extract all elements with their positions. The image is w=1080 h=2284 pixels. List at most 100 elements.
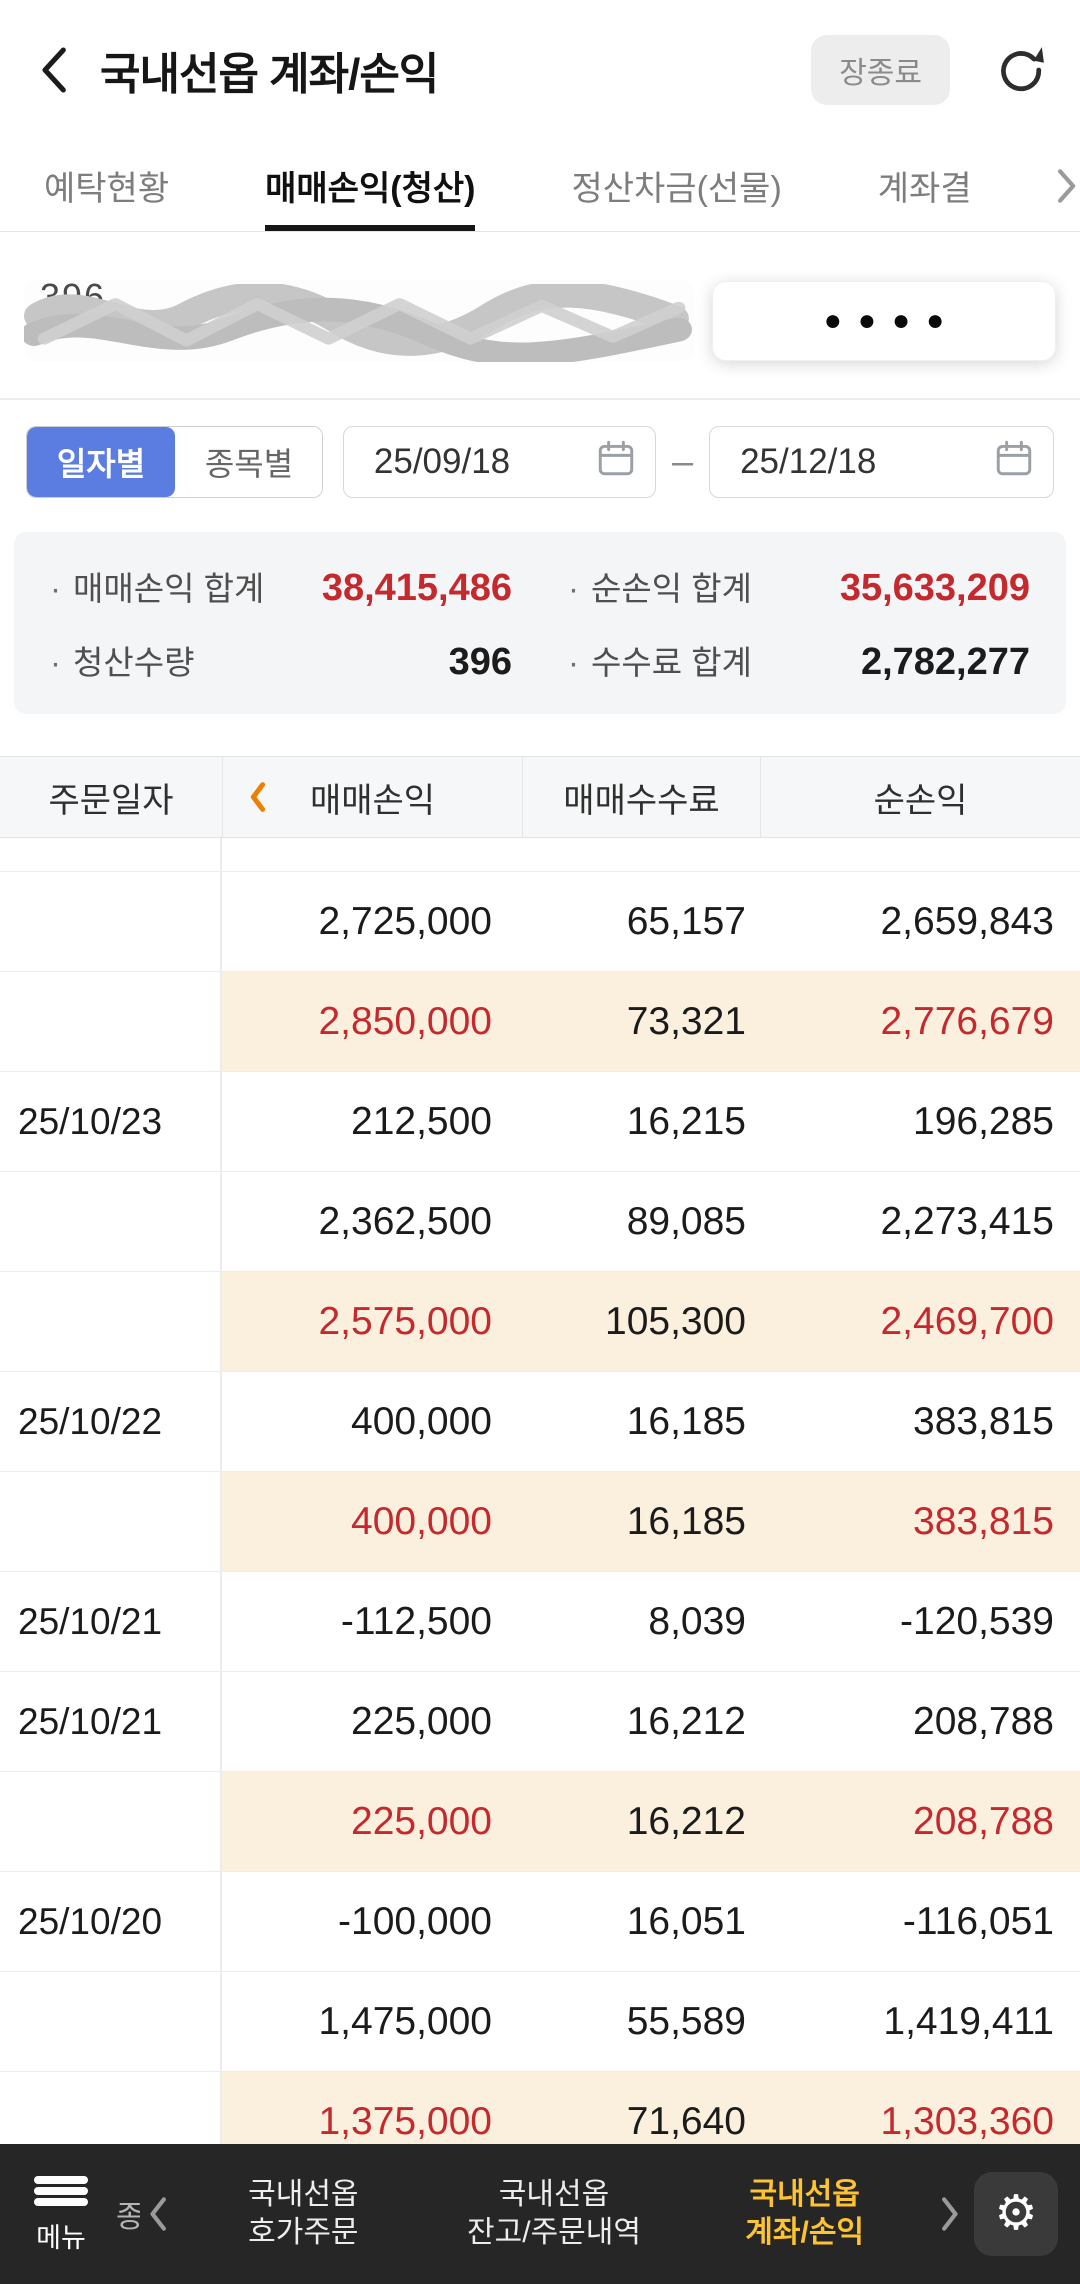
- cell-order-date: [0, 1772, 222, 1871]
- col-header-fee[interactable]: 매매수수료: [522, 757, 760, 837]
- cell-order-date: [0, 1172, 222, 1271]
- cell-net: 208,788: [913, 1699, 1054, 1743]
- cell-net: 383,815: [913, 1399, 1054, 1443]
- cell-order-date: 25/10/20: [0, 1872, 222, 1971]
- cell-net: 1,419,411: [883, 1999, 1054, 2043]
- col-header-pnl-label: 매매손익: [309, 781, 436, 820]
- section-divider: [0, 398, 1080, 400]
- tab-settlement-diff[interactable]: 정산차금(선물): [571, 170, 782, 208]
- table-row[interactable]: 25/10/23 212,500 16,215 196,285: [0, 1072, 1080, 1172]
- header: 국내선옵 계좌/손익 장종료: [0, 0, 1080, 140]
- account-number-field[interactable]: 396: [24, 280, 694, 362]
- table-row[interactable]: 25/10/21 -112,500 8,039 -120,539: [0, 1572, 1080, 1672]
- date-to-value: 25/12/18: [740, 442, 877, 481]
- pnl-table: 주문일자 매매손익 매매수수료 순손익 2,725,000 65,157 2: [0, 756, 1080, 2172]
- tabs-more-chevron-icon[interactable]: [1052, 140, 1078, 231]
- cell-pnl: 2,575,000: [222, 1272, 522, 1371]
- table-row[interactable]: 1,475,000 55,589 1,419,411: [0, 1972, 1080, 2072]
- date-from-field[interactable]: 25/09/18: [342, 426, 656, 498]
- calendar-icon[interactable]: [595, 437, 637, 488]
- cell-pnl: 1,475,000: [318, 1999, 492, 2043]
- table-row[interactable]: 25/10/20 -100,000 16,051 -116,051: [0, 1872, 1080, 1972]
- cell-pnl: [222, 838, 522, 871]
- chevron-left-icon: [150, 2197, 166, 2231]
- summary-item-liquidated-qty: · 청산수량 396: [50, 636, 512, 684]
- nav-scroll-left-button[interactable]: [140, 2194, 178, 2234]
- nav-items: 국내선옵 호가주문 국내선옵 잔고/주문내역 국내선옵 계좌/손익: [178, 2176, 930, 2252]
- cell-order-date: [0, 972, 222, 1071]
- page-title: 국내선옵 계좌/손익: [100, 50, 439, 99]
- cell-order-date: 25/10/21: [0, 1572, 222, 1671]
- cell-net: 208,788: [760, 1772, 1080, 1871]
- view-mode-toggle: 일자별 종목별: [26, 426, 323, 498]
- cell-order-date: [0, 1272, 222, 1371]
- table-row[interactable]: 25/10/21 225,000 16,212 208,788: [0, 1672, 1080, 1772]
- tab-trading-pnl[interactable]: 매매손익(청산): [265, 140, 476, 231]
- table-row-partial: [0, 838, 1080, 872]
- cell-order-date: 25/10/23: [0, 1072, 222, 1171]
- summary-label: · 순손익 합계: [568, 570, 752, 607]
- menu-button[interactable]: 메뉴: [0, 2173, 112, 2255]
- menu-label: 메뉴: [36, 2223, 86, 2253]
- table-body: 2,725,000 65,157 2,659,843 2,850,000 73,…: [0, 872, 1080, 2172]
- nav-item-account-pnl[interactable]: 국내선옵 계좌/손익: [679, 2176, 930, 2252]
- filter-section: 일자별 종목별 25/09/18 – 25/12/18: [0, 426, 1080, 498]
- nav-item-quote-order[interactable]: 국내선옵 호가주문: [178, 2176, 429, 2252]
- cell-fee: [522, 838, 760, 871]
- cell-pnl: 400,000: [222, 1472, 522, 1571]
- date-to-field[interactable]: 25/12/18: [709, 426, 1054, 498]
- scroll-left-icon[interactable]: [247, 757, 269, 837]
- summary-label: · 청산수량: [50, 644, 195, 681]
- nav-item-balance-orders[interactable]: 국내선옵 잔고/주문내역: [429, 2176, 680, 2252]
- cell-order-date: [0, 2072, 222, 2171]
- cell-order-date: 25/10/22: [0, 1372, 222, 1471]
- toggle-by-date[interactable]: 일자별: [27, 427, 175, 497]
- cell-pnl: 2,725,000: [318, 899, 492, 943]
- table-row[interactable]: 225,000 16,212 208,788: [0, 1772, 1080, 1872]
- col-header-net[interactable]: 순손익: [760, 757, 1080, 837]
- table-row[interactable]: 25/10/22 400,000 16,185 383,815: [0, 1372, 1080, 1472]
- cell-fee: 16,215: [626, 1099, 746, 1143]
- summary-label: · 매매손익 합계: [50, 570, 265, 607]
- tab-account-truncated[interactable]: 계좌결: [877, 170, 972, 208]
- refresh-button[interactable]: [992, 43, 1046, 97]
- table-row[interactable]: 2,725,000 65,157 2,659,843: [0, 872, 1080, 972]
- cell-net: 2,776,679: [760, 972, 1080, 1071]
- summary-item-fee-total: · 수수료 합계 2,782,277: [568, 636, 1030, 684]
- cell-net: 383,815: [760, 1472, 1080, 1571]
- cell-fee: 16,051: [626, 1899, 746, 1943]
- table-row[interactable]: 2,362,500 89,085 2,273,415: [0, 1172, 1080, 1272]
- cell-order-date: [0, 872, 222, 971]
- summary-value: 38,415,486: [321, 567, 512, 609]
- cell-pnl: 212,500: [351, 1099, 492, 1143]
- cell-order-date: 25/10/21: [0, 1672, 222, 1771]
- cell-net: [760, 838, 1080, 871]
- col-header-order-date[interactable]: 주문일자: [48, 781, 174, 820]
- calendar-icon[interactable]: [993, 437, 1035, 488]
- market-status-badge: 장종료: [811, 35, 950, 105]
- toggle-by-symbol[interactable]: 종목별: [175, 427, 322, 497]
- cell-fee: 16,185: [522, 1472, 760, 1571]
- summary-value: 35,633,209: [839, 567, 1030, 609]
- cell-fee: 73,321: [522, 972, 760, 1071]
- tab-deposit-status[interactable]: 예탁현황: [44, 170, 170, 208]
- nav-scroll-right-button[interactable]: [930, 2194, 968, 2234]
- table-row[interactable]: 2,575,000 105,300 2,469,700: [0, 1272, 1080, 1372]
- col-header-pnl[interactable]: 매매손익: [222, 757, 522, 837]
- table-row[interactable]: 400,000 16,185 383,815: [0, 1472, 1080, 1572]
- cell-fee: 65,157: [626, 899, 746, 943]
- summary-label: · 수수료 합계: [568, 644, 752, 681]
- back-chevron-icon: [42, 47, 66, 93]
- cell-net: -116,051: [902, 1899, 1054, 1943]
- cell-net: 196,285: [913, 1099, 1054, 1143]
- table-header: 주문일자 매매손익 매매수수료 순손익: [0, 756, 1080, 838]
- cell-order-date: [0, 1472, 222, 1571]
- table-row[interactable]: 2,850,000 73,321 2,776,679: [0, 972, 1080, 1072]
- account-password-field[interactable]: ●●●●: [712, 281, 1056, 361]
- summary-panel: · 매매손익 합계 38,415,486 · 순손익 합계 35,633,209 ·…: [14, 532, 1066, 714]
- cell-fee: 16,212: [626, 1699, 746, 1743]
- cell-order-date: [0, 1972, 222, 2071]
- date-from-value: 25/09/18: [373, 442, 511, 481]
- settings-button[interactable]: ⚙: [974, 2172, 1058, 2256]
- back-button[interactable]: [30, 40, 80, 100]
